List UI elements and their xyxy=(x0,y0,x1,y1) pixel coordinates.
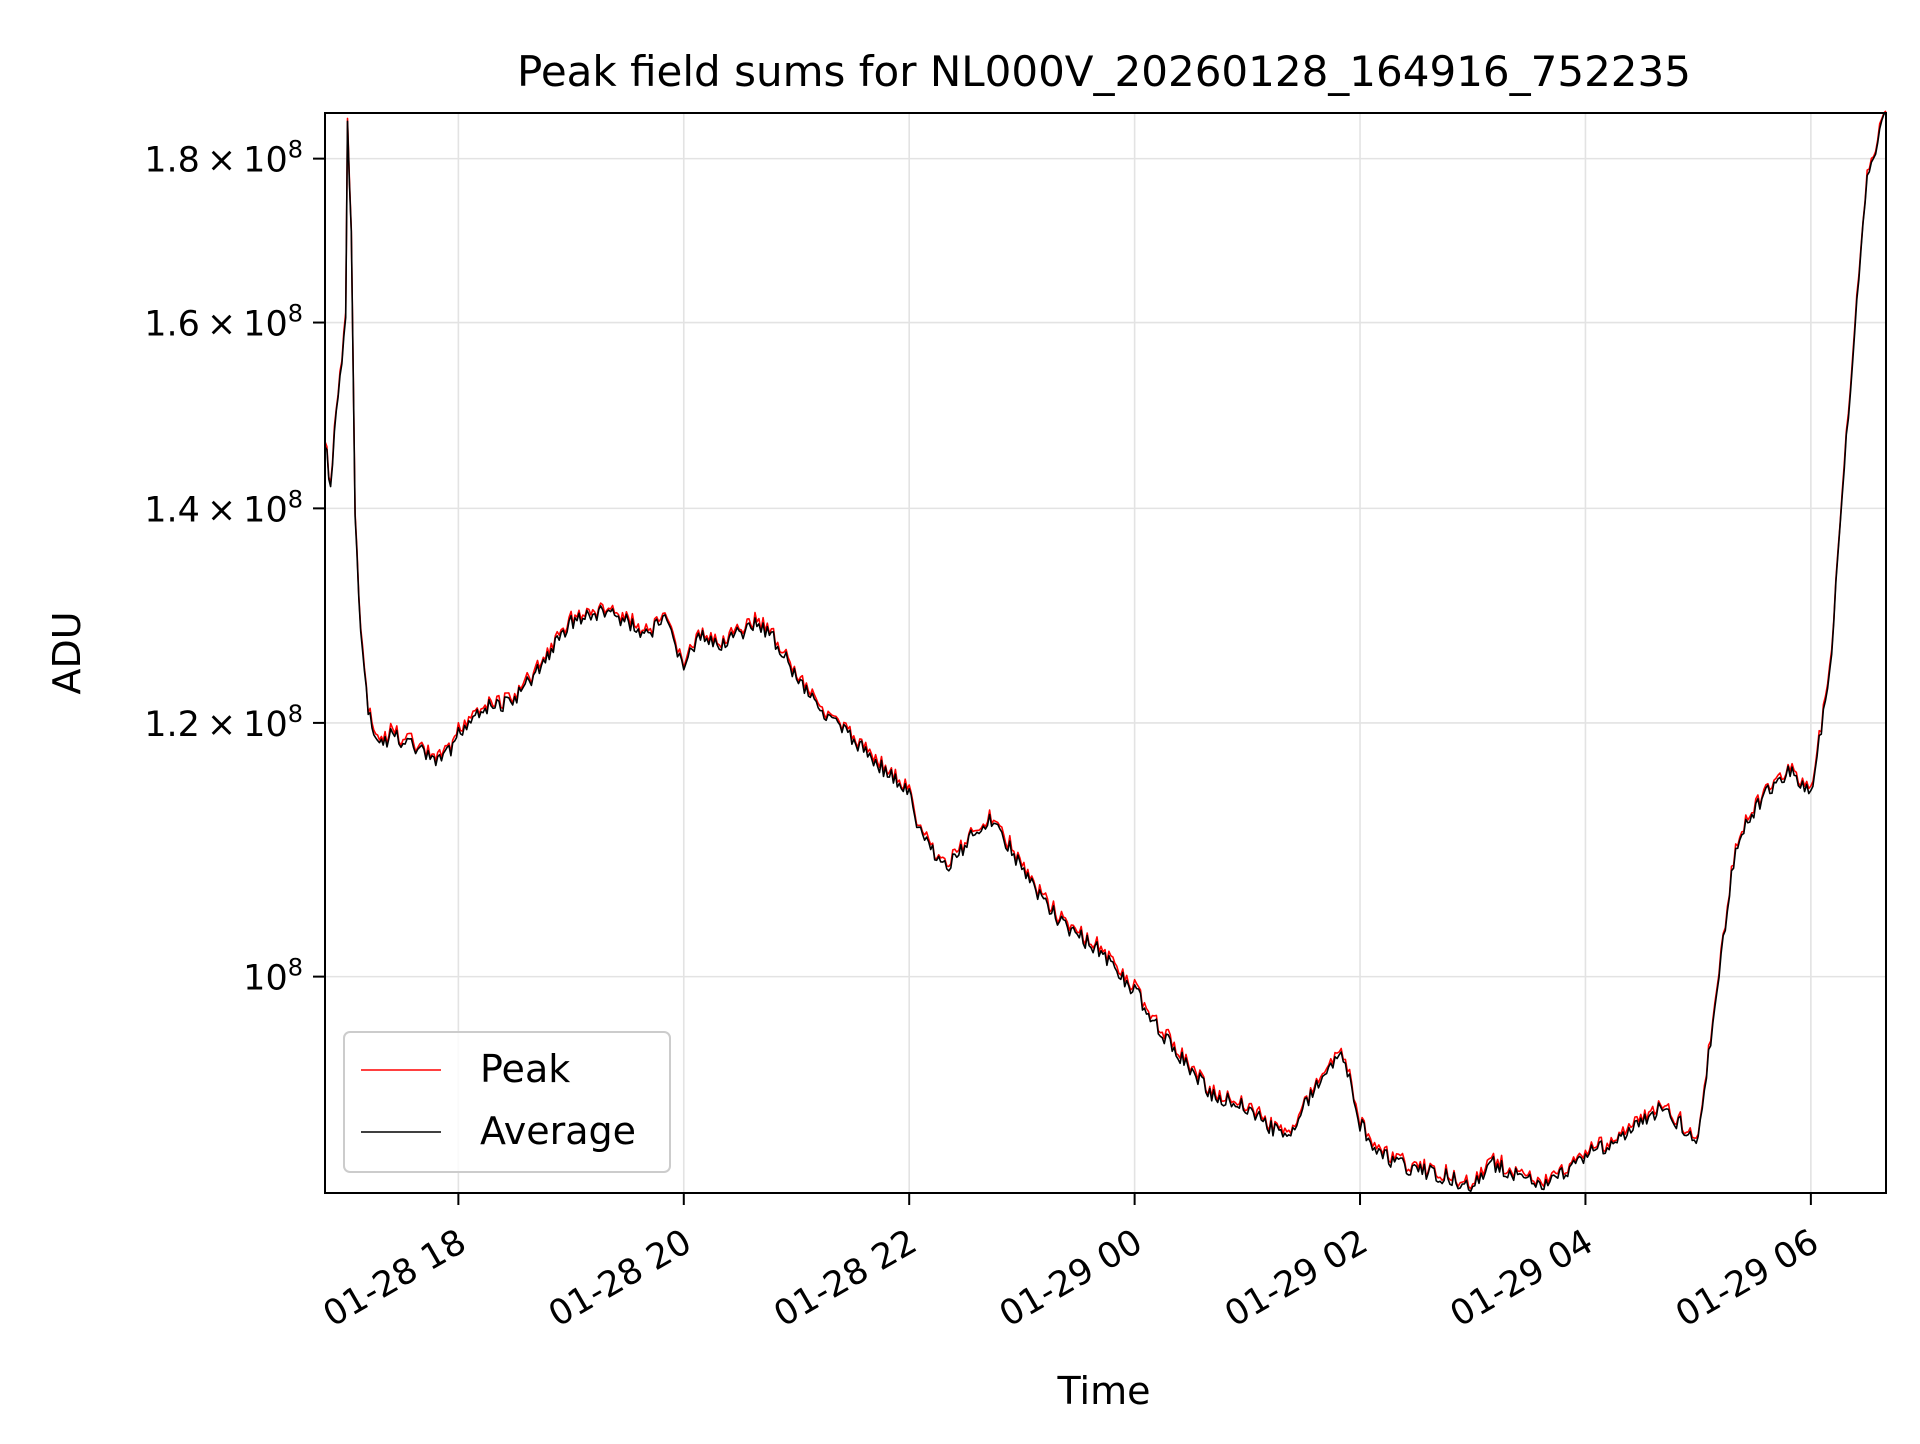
x-tick-label: 01-29 00 xyxy=(993,1222,1149,1335)
x-tick-label: 01-29 02 xyxy=(1218,1222,1374,1335)
legend: Peak Average xyxy=(343,1031,671,1173)
y-tick-label: 1.8 × 108 xyxy=(144,136,303,181)
y-tick-label: 1.4 × 108 xyxy=(144,485,303,530)
chart-title: Peak field sums for NL000V_20260128_1649… xyxy=(517,47,1691,96)
legend-box xyxy=(343,1031,671,1173)
x-tick-label: 01-28 20 xyxy=(542,1222,698,1335)
x-tick-label: 01-28 18 xyxy=(317,1222,473,1335)
y-tick-label: 108 xyxy=(243,954,303,999)
y-tick-label: 1.2 × 108 xyxy=(144,700,303,745)
y-axis-label: ADU xyxy=(45,611,89,694)
grid-lines xyxy=(325,113,1886,1193)
y-axis: 108 1.2 × 108 1.4 × 108 1.6 × 108 1.8 × 108 xyxy=(144,136,325,999)
plot-frame xyxy=(324,112,1887,1194)
x-tick-label: 01-29 04 xyxy=(1444,1222,1600,1335)
y-tick-label: 1.6 × 108 xyxy=(144,300,303,345)
legend-peak-label: Peak xyxy=(480,1047,570,1091)
legend-average-label: Average xyxy=(480,1109,636,1153)
x-tick-label: 01-29 06 xyxy=(1669,1222,1825,1335)
series-line-peak xyxy=(324,110,1887,1190)
x-axis-label: Time xyxy=(1057,1369,1151,1413)
x-axis: 01-28 18 01-28 20 01-28 22 01-29 00 01-29 02… xyxy=(317,1193,1826,1335)
series-line-average xyxy=(324,112,1887,1193)
x-tick-label: 01-28 22 xyxy=(768,1222,924,1335)
series-layer xyxy=(324,110,1887,1193)
